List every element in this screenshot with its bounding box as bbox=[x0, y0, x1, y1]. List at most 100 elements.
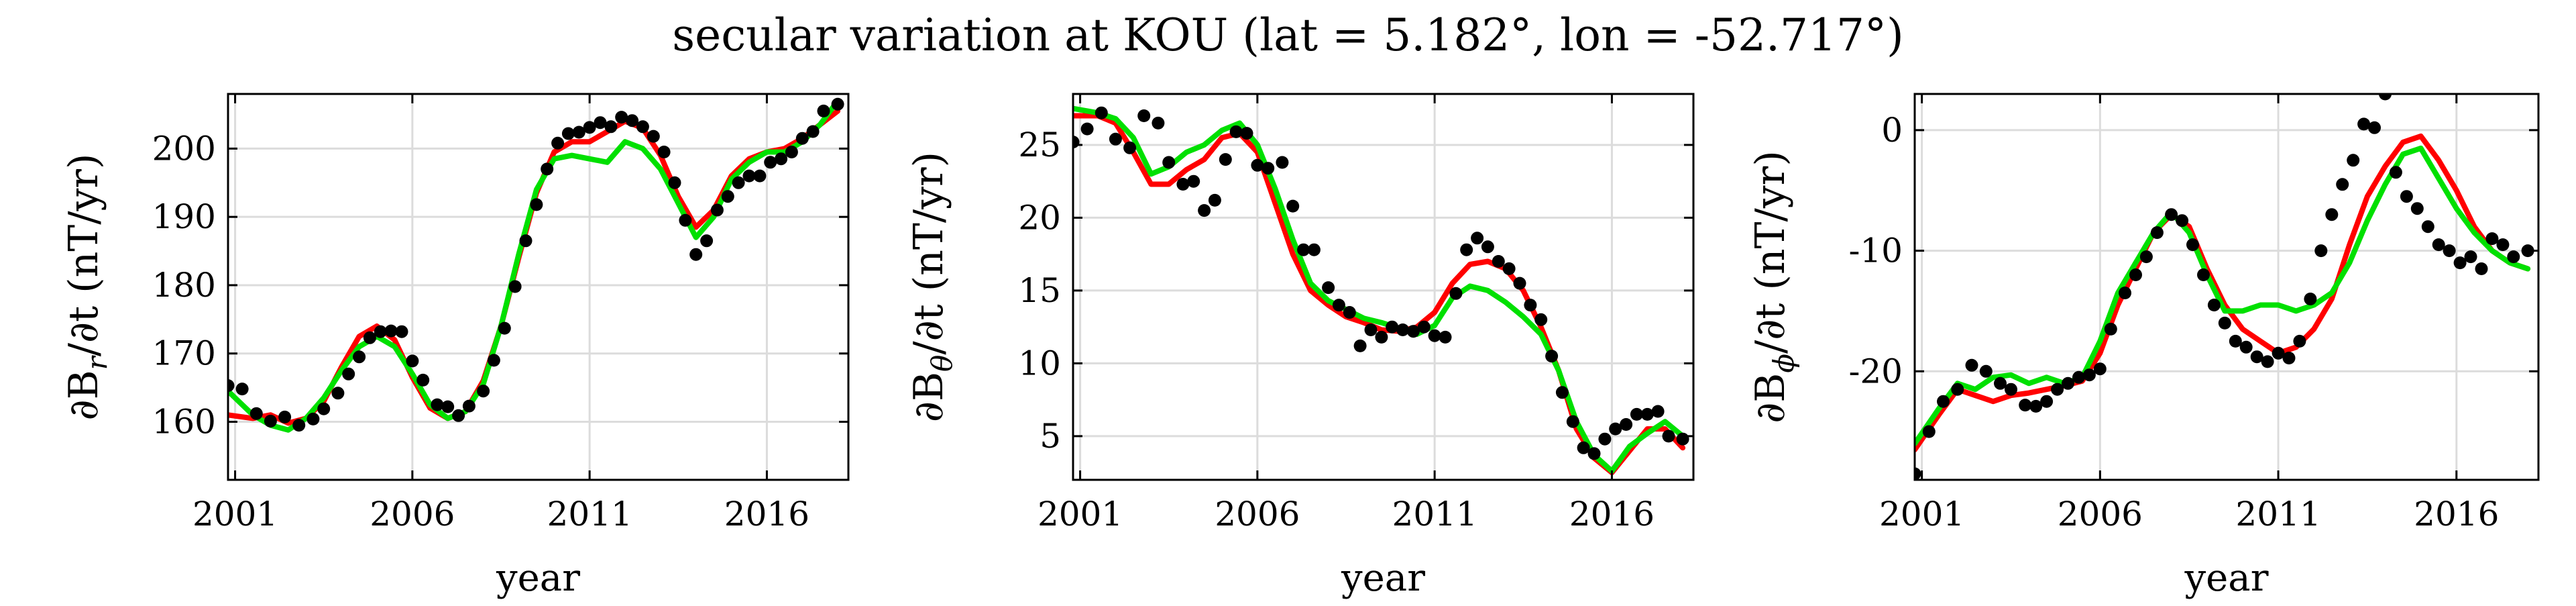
observation-point bbox=[1307, 243, 1321, 256]
y-axis-label-rest: /∂t (nT/yr) bbox=[1747, 150, 1794, 354]
observation-point bbox=[1109, 132, 1122, 146]
panel-3: 2001 2006 2011 2016 -20 -10 0 year ∂Bϕ/∂t (nT/yr… bbox=[1747, 93, 2540, 600]
observation-point bbox=[374, 325, 387, 338]
observation-point bbox=[615, 111, 628, 124]
y-axis-label-sub: r bbox=[80, 354, 113, 370]
observation-point bbox=[1471, 232, 1484, 245]
axes-box bbox=[1913, 93, 2540, 481]
observation-point bbox=[342, 367, 355, 381]
y-tick-label: 180 bbox=[152, 266, 216, 305]
observation-point bbox=[2443, 244, 2456, 258]
observation-point bbox=[1080, 122, 1094, 136]
axes-box bbox=[227, 93, 850, 481]
observation-point bbox=[742, 169, 756, 183]
observation-point bbox=[331, 387, 345, 400]
observation-point bbox=[753, 169, 767, 183]
observation-point bbox=[1417, 320, 1431, 334]
observation-point bbox=[1915, 467, 1921, 480]
observation-point bbox=[2019, 399, 2032, 412]
observation-point bbox=[2197, 268, 2210, 281]
y-axis-label-rest: /∂t (nT/yr) bbox=[60, 154, 107, 357]
observation-point bbox=[1965, 358, 1978, 372]
observation-point bbox=[604, 120, 618, 134]
observation-point bbox=[1502, 262, 1516, 275]
observation-point bbox=[519, 234, 533, 248]
observation-point bbox=[541, 162, 554, 176]
observation-point bbox=[2507, 250, 2520, 264]
observation-point bbox=[1406, 325, 1420, 338]
x-tick-label: 2011 bbox=[1392, 495, 1477, 534]
observation-point bbox=[1640, 407, 1654, 421]
observation-point bbox=[775, 152, 788, 166]
y-axis-label-rest: /∂t (nT/yr) bbox=[905, 152, 952, 355]
observation-point bbox=[2314, 244, 2328, 258]
observation-point bbox=[795, 132, 809, 145]
x-tick-label: 2011 bbox=[547, 495, 632, 534]
x-tick-label: 2011 bbox=[2235, 495, 2320, 534]
observation-point bbox=[1566, 415, 1579, 428]
observation-point bbox=[583, 121, 596, 134]
y-tick-label: 10 bbox=[1018, 344, 1061, 383]
observation-point bbox=[1524, 299, 1537, 312]
observation-point bbox=[647, 130, 660, 143]
x-axis-label: year bbox=[1341, 556, 1425, 600]
panel-1: 2001 2006 2011 2016 160 170 180 190 200 year ∂Br/∂… bbox=[60, 93, 850, 600]
observation-point bbox=[2475, 262, 2488, 275]
x-tick-label: 2001 bbox=[1879, 495, 1964, 534]
observation-point bbox=[2410, 202, 2424, 215]
observation-point bbox=[710, 203, 724, 217]
observation-point bbox=[2005, 383, 2017, 396]
observation-point bbox=[1251, 158, 1264, 172]
observation-point bbox=[1555, 386, 1569, 399]
observation-point bbox=[1481, 240, 1494, 254]
observation-point bbox=[679, 213, 692, 227]
observation-point bbox=[1123, 141, 1137, 154]
observation-point bbox=[1364, 323, 1378, 336]
observation-point bbox=[2139, 250, 2153, 264]
series-group bbox=[1073, 105, 1689, 476]
observation-point bbox=[1396, 323, 1410, 336]
observation-point bbox=[636, 120, 649, 134]
observation-point bbox=[441, 400, 455, 413]
observation-point bbox=[2347, 154, 2360, 167]
observation-point bbox=[785, 146, 798, 158]
observation-point bbox=[1449, 287, 1463, 300]
observation-point bbox=[1609, 422, 1622, 436]
observation-point bbox=[689, 248, 703, 261]
observation-point bbox=[1198, 204, 1211, 217]
observation-point bbox=[2389, 166, 2402, 179]
y-tick-label: 170 bbox=[152, 334, 216, 373]
observation-point bbox=[264, 415, 277, 427]
observation-point bbox=[1208, 193, 1221, 207]
observation-point bbox=[2051, 383, 2064, 396]
observation-point bbox=[2304, 293, 2317, 305]
observation-point bbox=[1152, 116, 1165, 130]
observation-point bbox=[2432, 238, 2445, 252]
observation-point bbox=[2421, 220, 2434, 234]
observation-point bbox=[1428, 329, 1441, 342]
green-model-line bbox=[228, 98, 841, 433]
observation-point bbox=[1492, 255, 1505, 268]
observation-point bbox=[416, 373, 430, 387]
observation-point bbox=[431, 398, 444, 411]
observation-point bbox=[551, 136, 565, 150]
x-tick-label: 2016 bbox=[1569, 495, 1655, 534]
observation-point bbox=[2325, 208, 2339, 221]
observation-point bbox=[2082, 368, 2096, 382]
observation-point bbox=[1922, 425, 1936, 438]
observation-point bbox=[732, 176, 745, 189]
y-axis-label-sub: ϕ bbox=[1767, 354, 1800, 373]
y-axis-label-main: ∂B bbox=[1747, 373, 1794, 423]
observation-point bbox=[2176, 214, 2189, 228]
observation-point bbox=[657, 146, 671, 158]
observation-point bbox=[1937, 395, 1950, 408]
observation-point bbox=[1137, 109, 1151, 122]
x-tick-label: 2001 bbox=[1038, 495, 1123, 534]
observation-point bbox=[1994, 376, 2007, 390]
observation-point bbox=[228, 379, 235, 393]
observation-point bbox=[2072, 370, 2085, 384]
observation-point bbox=[2186, 238, 2199, 252]
observation-point bbox=[721, 190, 734, 203]
